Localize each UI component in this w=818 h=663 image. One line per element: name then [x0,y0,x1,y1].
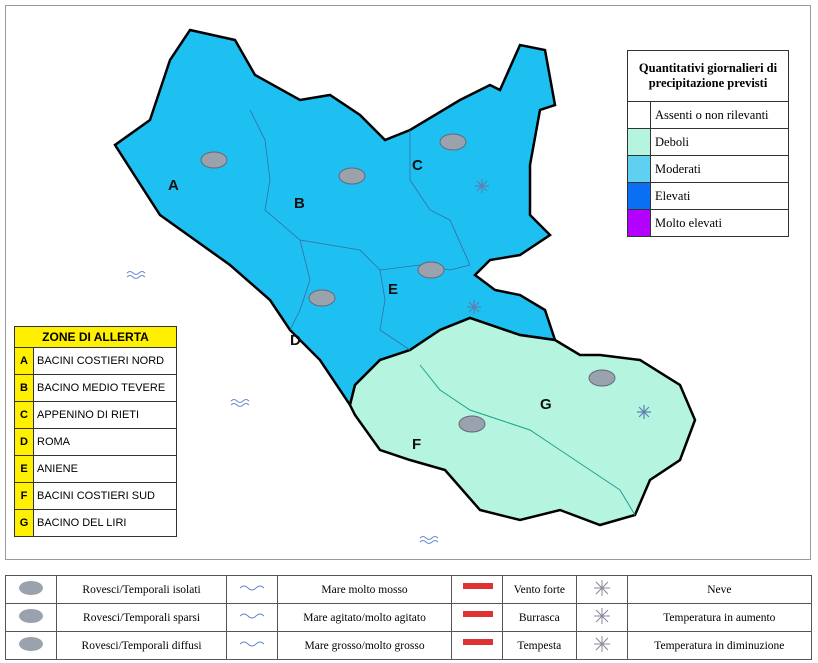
symbol-label: Mare agitato/molto agitato [277,603,452,632]
symbol-label: Temperatura in diminuzione [626,631,813,660]
symbol-label: Mare molto mosso [277,575,452,604]
zone-name: ROMA [33,428,177,456]
legend-label: Deboli [650,128,789,156]
zone-key: A [14,347,34,375]
zone-row: B BACINO MEDIO TEVERE [14,374,177,402]
zone-label: A [168,177,179,194]
sea-icons [126,271,439,544]
icon [239,585,265,591]
zone-key: F [14,482,34,510]
zone-name: ANIENE [33,455,177,483]
zone-key: B [14,374,34,402]
zone-key: C [14,401,34,429]
symbol-label: Rovesci/Temporali sparsi [55,603,228,632]
symbol-icon [575,575,628,604]
snow-icons [467,179,651,419]
legend-label: Molto elevati [650,209,789,237]
weather-icons [200,133,616,433]
symbol-icon [5,603,57,632]
symbol-icon [5,631,57,660]
symbol-label: Rovesci/Temporali diffusi [55,631,228,660]
zone-key: D [14,428,34,456]
zone-label: D [290,332,301,349]
symbol-label: Temperatura in aumento [626,603,813,632]
symbol-label: Burrasca [501,603,577,632]
legend-swatch [627,182,651,210]
zone-row: A BACINI COSTIERI NORD [14,347,177,375]
symbol-label: Neve [626,575,813,604]
symbol-icon [450,631,503,660]
zone-label: G [540,396,552,413]
precipitation-legend: Quantitativi giornalieri di precipitazio… [627,50,789,237]
symbol-icon [226,575,279,604]
legend-swatch [627,209,651,237]
zone-area-blue [113,28,557,409]
map: A B C D E F G [113,28,697,544]
icon [462,639,493,645]
zone-name: APPENINO DI RIETI [33,401,177,429]
legend-label: Assenti o non rilevanti [650,101,789,129]
legend-swatch [627,101,651,129]
symbol-icon [575,631,628,660]
zone-key: G [14,509,34,537]
legend-title: Quantitativi giornalieri di precipitazio… [627,50,789,102]
icon [462,583,493,589]
icon [19,581,43,595]
zone-name: BACINI COSTIERI NORD [33,347,177,375]
symbol-label: Mare grosso/molto grosso [277,631,452,660]
icon [19,609,43,623]
symbol-icon [575,603,628,632]
symbol-row: Rovesci/Temporali sparsi Mare agitato/mol… [5,603,813,632]
zone-name: BACINO DEL LIRI [33,509,177,537]
icon [593,580,610,596]
symbol-icon [226,603,279,632]
zone-label: C [412,157,423,174]
legend-label: Elevati [650,182,789,210]
symbol-legend: Rovesci/Temporali isolati Mare molto moss… [5,575,813,660]
zone-name: BACINO MEDIO TEVERE [33,374,177,402]
symbol-icon [450,603,503,632]
zone-label: F [412,436,421,453]
legend-swatch [627,128,651,156]
symbol-icon [450,575,503,604]
zone-label: E [388,281,398,298]
icon [239,641,265,647]
icon [462,611,493,617]
legend-row: Molto elevati [627,209,789,237]
zone-table-title: ZONE DI ALLERTA [14,326,177,348]
symbol-label: Rovesci/Temporali isolati [55,575,228,604]
legend-row: Elevati [627,182,789,210]
zone-table: ZONE DI ALLERTA A BACINI COSTIERI NORD B BA… [14,326,177,537]
symbol-label: Tempesta [501,631,577,660]
map-frame [5,5,811,560]
legend-swatch [627,155,651,183]
zone-name: BACINI COSTIERI SUD [33,482,177,510]
symbol-row: Rovesci/Temporali isolati Mare molto moss… [5,575,813,604]
symbol-icon [5,575,57,604]
zone-row: C APPENINO DI RIETI [14,401,177,429]
icon [19,637,43,651]
symbol-label: Vento forte [501,575,577,604]
legend-label: Moderati [650,155,789,183]
zone-row: G BACINO DEL LIRI [14,509,177,537]
symbol-row: Rovesci/Temporali diffusi Mare grosso/mol… [5,631,813,660]
zone-row: F BACINI COSTIERI SUD [14,482,177,510]
zone-key: E [14,455,34,483]
zone-label: B [294,195,305,212]
icon [593,636,610,652]
symbol-icon [226,631,279,660]
icon [593,608,610,624]
zone-row: D ROMA [14,428,177,456]
legend-row: Assenti o non rilevanti [627,101,789,129]
zone-row: E ANIENE [14,455,177,483]
legend-row: Deboli [627,128,789,156]
icon [239,613,265,619]
legend-row: Moderati [627,155,789,183]
